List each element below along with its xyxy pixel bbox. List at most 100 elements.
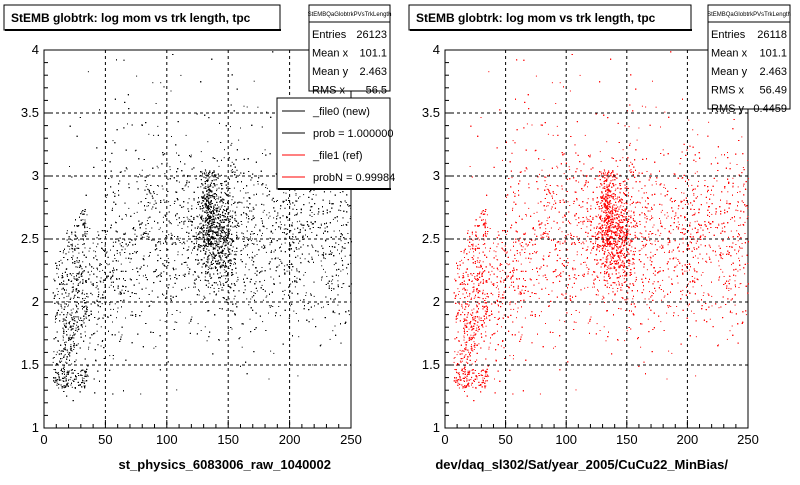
- data-point: [63, 329, 65, 331]
- data-point: [64, 354, 66, 356]
- data-point: [259, 230, 261, 232]
- data-point: [231, 199, 233, 201]
- data-point: [229, 244, 231, 246]
- data-point: [197, 245, 199, 247]
- data-point: [124, 239, 126, 241]
- data-point: [205, 210, 207, 212]
- data-point: [273, 217, 275, 219]
- data-point: [153, 193, 155, 194]
- data-point: [295, 193, 297, 195]
- data-point: [236, 231, 238, 233]
- data-point: [138, 274, 140, 276]
- data-point: [218, 196, 220, 198]
- data-point: [223, 260, 225, 262]
- data-point: [97, 304, 99, 306]
- data-point: [205, 216, 207, 218]
- data-point: [302, 244, 304, 246]
- data-point: [216, 235, 218, 236]
- data-point: [63, 387, 65, 389]
- data-point: [312, 318, 314, 320]
- data-point: [209, 230, 211, 232]
- data-point: [214, 231, 216, 233]
- data-point: [233, 298, 235, 300]
- data-point: [326, 276, 328, 277]
- data-point: [291, 263, 292, 265]
- data-point: [81, 377, 83, 379]
- data-point: [223, 157, 225, 159]
- data-point: [89, 228, 91, 229]
- data-point: [62, 371, 63, 372]
- data-point: [145, 176, 147, 178]
- data-point: [85, 313, 87, 315]
- data-point: [95, 251, 96, 253]
- data-point: [234, 251, 236, 253]
- data-point: [112, 358, 114, 360]
- data-point: [114, 303, 116, 305]
- data-point: [68, 295, 70, 297]
- data-point: [231, 142, 233, 144]
- data-point: [95, 287, 97, 289]
- data-point: [55, 314, 57, 316]
- data-point: [208, 177, 210, 179]
- data-point: [156, 194, 158, 195]
- data-point: [343, 224, 344, 226]
- data-point: [183, 206, 185, 208]
- data-point: [80, 275, 82, 277]
- data-point: [248, 269, 250, 271]
- data-point: [269, 244, 271, 246]
- data-point: [305, 295, 307, 296]
- data-point: [153, 347, 155, 349]
- data-point: [325, 239, 327, 241]
- data-point: [56, 314, 58, 316]
- data-point: [201, 202, 203, 204]
- data-point: [230, 263, 232, 265]
- data-point: [225, 278, 227, 280]
- data-point: [188, 271, 190, 273]
- data-point: [79, 319, 81, 321]
- data-point: [146, 205, 148, 207]
- data-point: [68, 371, 69, 373]
- data-point: [311, 212, 313, 213]
- data-point: [210, 197, 212, 199]
- data-point: [87, 71, 89, 73]
- data-point: [76, 261, 78, 263]
- data-point: [73, 323, 74, 325]
- data-point: [102, 281, 104, 283]
- data-point: [220, 191, 222, 193]
- data-point: [211, 257, 213, 259]
- data-point: [72, 251, 74, 253]
- data-point: [272, 306, 274, 307]
- data-point: [210, 228, 211, 230]
- data-point: [204, 186, 206, 188]
- data-point: [55, 372, 57, 374]
- data-point: [274, 229, 276, 231]
- data-point: [233, 187, 235, 189]
- data-point: [204, 172, 205, 174]
- data-point: [261, 284, 263, 286]
- data-point: [205, 174, 207, 176]
- data-point: [65, 345, 66, 347]
- data-point: [55, 354, 57, 356]
- data-point: [114, 193, 116, 195]
- data-point: [218, 276, 220, 278]
- data-point: [85, 280, 86, 282]
- data-point: [68, 336, 70, 338]
- data-point: [118, 293, 120, 295]
- data-point: [206, 208, 208, 210]
- data-point: [155, 103, 157, 104]
- data-point: [339, 253, 340, 255]
- data-point: [209, 212, 211, 214]
- data-point: [208, 217, 210, 218]
- data-point: [169, 169, 171, 171]
- data-point: [119, 254, 121, 256]
- data-point: [167, 265, 169, 266]
- data-point: [223, 275, 225, 277]
- data-point: [321, 265, 323, 267]
- data-point: [207, 180, 209, 182]
- data-point: [101, 303, 103, 305]
- data-point: [204, 198, 205, 200]
- data-point: [172, 286, 174, 288]
- data-point: [207, 141, 209, 143]
- data-point: [298, 336, 300, 338]
- data-point: [99, 280, 101, 282]
